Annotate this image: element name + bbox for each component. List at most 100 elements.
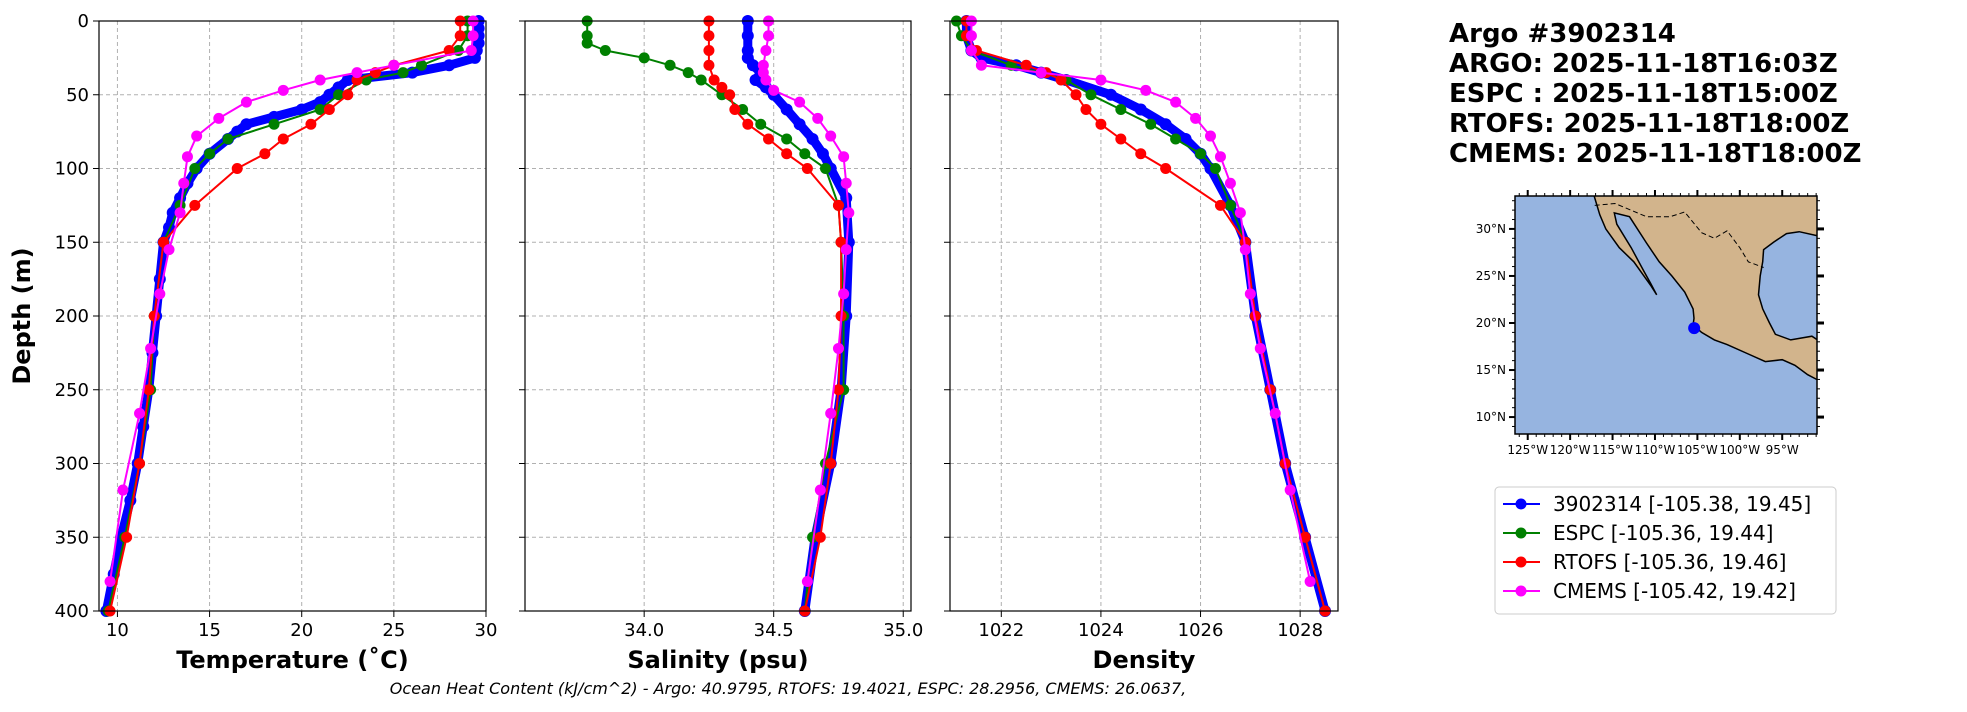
map-lat-label: 20°N <box>1476 316 1506 330</box>
data-point-rtofs <box>134 458 146 469</box>
data-point-cmems <box>145 342 157 354</box>
data-point-cmems <box>178 177 190 189</box>
map-lon-label: 110°W <box>1635 443 1676 457</box>
title-line-rtofs-time: RTOFS: 2025-11-18T18:00Z <box>1449 109 1849 139</box>
map-lat-label: 25°N <box>1476 269 1506 283</box>
data-point-cmems <box>801 576 813 587</box>
location-map: 125°W 120°W 115°W 110°W 105°W 100°W 95°W 10°N 15… <box>1476 190 1824 457</box>
data-point-3902314 <box>295 103 308 116</box>
title-block: Argo #3902314 ARGO: 2025-11-18T16:03Z ES… <box>1449 19 1861 169</box>
data-point-cmems <box>760 74 772 86</box>
data-point-rtofs <box>323 104 335 115</box>
data-point-cmems <box>1304 576 1316 587</box>
x-tick-label: 1022 <box>978 620 1024 641</box>
data-point-cmems <box>843 207 855 219</box>
legend-marker <box>1515 527 1527 539</box>
data-point-cmems <box>825 130 837 142</box>
title-line-argo-id: Argo #3902314 <box>1449 19 1676 49</box>
map-lat-label: 10°N <box>1476 410 1506 424</box>
data-point-espc <box>1170 133 1182 145</box>
title-line-argo-time: ARGO: 2025-11-18T16:03Z <box>1449 49 1838 79</box>
data-point-rtofs <box>1299 531 1311 543</box>
map-lon-label: 125°W <box>1507 443 1548 457</box>
data-point-espc <box>755 118 767 130</box>
map-lon-label: 95°W <box>1766 443 1799 457</box>
x-tick-label: 30 <box>475 620 498 641</box>
y-axis-label: Depth (m) <box>8 247 36 384</box>
data-point-espc <box>664 59 676 71</box>
data-point-rtofs <box>342 89 354 101</box>
data-point-rtofs <box>1135 148 1147 160</box>
data-point-espc <box>781 133 793 145</box>
data-point-cmems <box>174 207 186 219</box>
x-tick-label: 20 <box>290 620 313 641</box>
legend-marker <box>1515 556 1527 568</box>
data-point-rtofs <box>708 74 720 86</box>
plot-frame <box>98 20 487 612</box>
data-point-rtofs <box>703 30 715 42</box>
data-point-cmems <box>760 45 772 56</box>
data-point-espc <box>189 163 201 174</box>
x-tick-label: 34.5 <box>754 620 794 641</box>
data-point-rtofs <box>703 45 715 56</box>
legend-item-espc: ESPC [-105.36, 19.44] <box>1503 521 1774 545</box>
data-point-cmems <box>1224 177 1236 189</box>
map-frame <box>1514 195 1818 435</box>
data-point-rtofs <box>121 531 133 543</box>
data-point-3902314 <box>741 29 754 42</box>
data-point-cmems <box>1190 112 1202 124</box>
x-tick-label: 1028 <box>1277 620 1323 641</box>
data-point-rtofs <box>1020 59 1032 71</box>
data-point-cmems <box>314 74 326 86</box>
data-point-rtofs <box>825 458 837 469</box>
y-tick-label: 400 <box>55 601 89 622</box>
x-tick-label: 35.0 <box>883 620 923 641</box>
data-point-espc <box>820 163 832 174</box>
data-point-espc <box>1115 104 1127 115</box>
data-point-cmems <box>825 407 837 419</box>
legend: 3902314 [-105.38, 19.45] ESPC [-105.36, 1… <box>1494 486 1837 615</box>
data-point-espc <box>1085 89 1097 101</box>
y-tick-label: 150 <box>55 232 89 253</box>
data-point-cmems <box>838 288 850 300</box>
data-point-espc <box>799 148 811 160</box>
data-point-espc <box>1224 199 1236 211</box>
data-point-3902314 <box>1159 118 1172 131</box>
data-point-espc <box>599 45 611 56</box>
legend-label: CMEMS [-105.42, 19.42] <box>1553 579 1796 603</box>
map-lon-label: 105°W <box>1677 443 1718 457</box>
data-point-cmems <box>1214 151 1226 163</box>
data-point-cmems <box>351 67 363 79</box>
data-point-espc <box>638 52 650 64</box>
data-point-cmems <box>1204 130 1216 142</box>
data-point-rtofs <box>277 133 289 145</box>
data-point-espc <box>737 104 749 115</box>
data-point-rtofs <box>1160 163 1172 174</box>
data-point-cmems <box>1170 96 1182 108</box>
panel-density: 1022 1024 1026 1028 Density <box>944 15 1339 674</box>
y-tick-label: 0 <box>78 11 89 32</box>
x-axis-label: Salinity (psu) <box>627 646 808 674</box>
data-point-espc <box>416 59 427 71</box>
data-point-3902314 <box>806 133 819 145</box>
legend-marker <box>1515 498 1527 510</box>
data-point-cmems <box>191 130 203 142</box>
data-point-cmems <box>1244 288 1256 300</box>
x-tick-label: 34.0 <box>624 620 664 641</box>
legend-label: 3902314 [-105.38, 19.45] <box>1553 492 1811 516</box>
x-tick-label: 10 <box>106 620 129 641</box>
data-point-rtofs <box>832 384 844 396</box>
data-point-rtofs <box>832 199 844 211</box>
data-point-3902314 <box>443 59 456 72</box>
data-point-espc <box>314 104 326 115</box>
data-point-cmems <box>467 30 479 42</box>
data-point-cmems <box>1140 84 1152 96</box>
data-point-3902314 <box>840 192 853 204</box>
data-point-cmems <box>1095 74 1107 86</box>
data-point-espc <box>1145 118 1157 130</box>
data-point-cmems <box>812 112 824 124</box>
data-point-rtofs <box>729 104 741 115</box>
data-point-espc <box>695 74 707 86</box>
y-tick-label: 50 <box>66 85 89 106</box>
data-point-cmems <box>1234 207 1246 219</box>
